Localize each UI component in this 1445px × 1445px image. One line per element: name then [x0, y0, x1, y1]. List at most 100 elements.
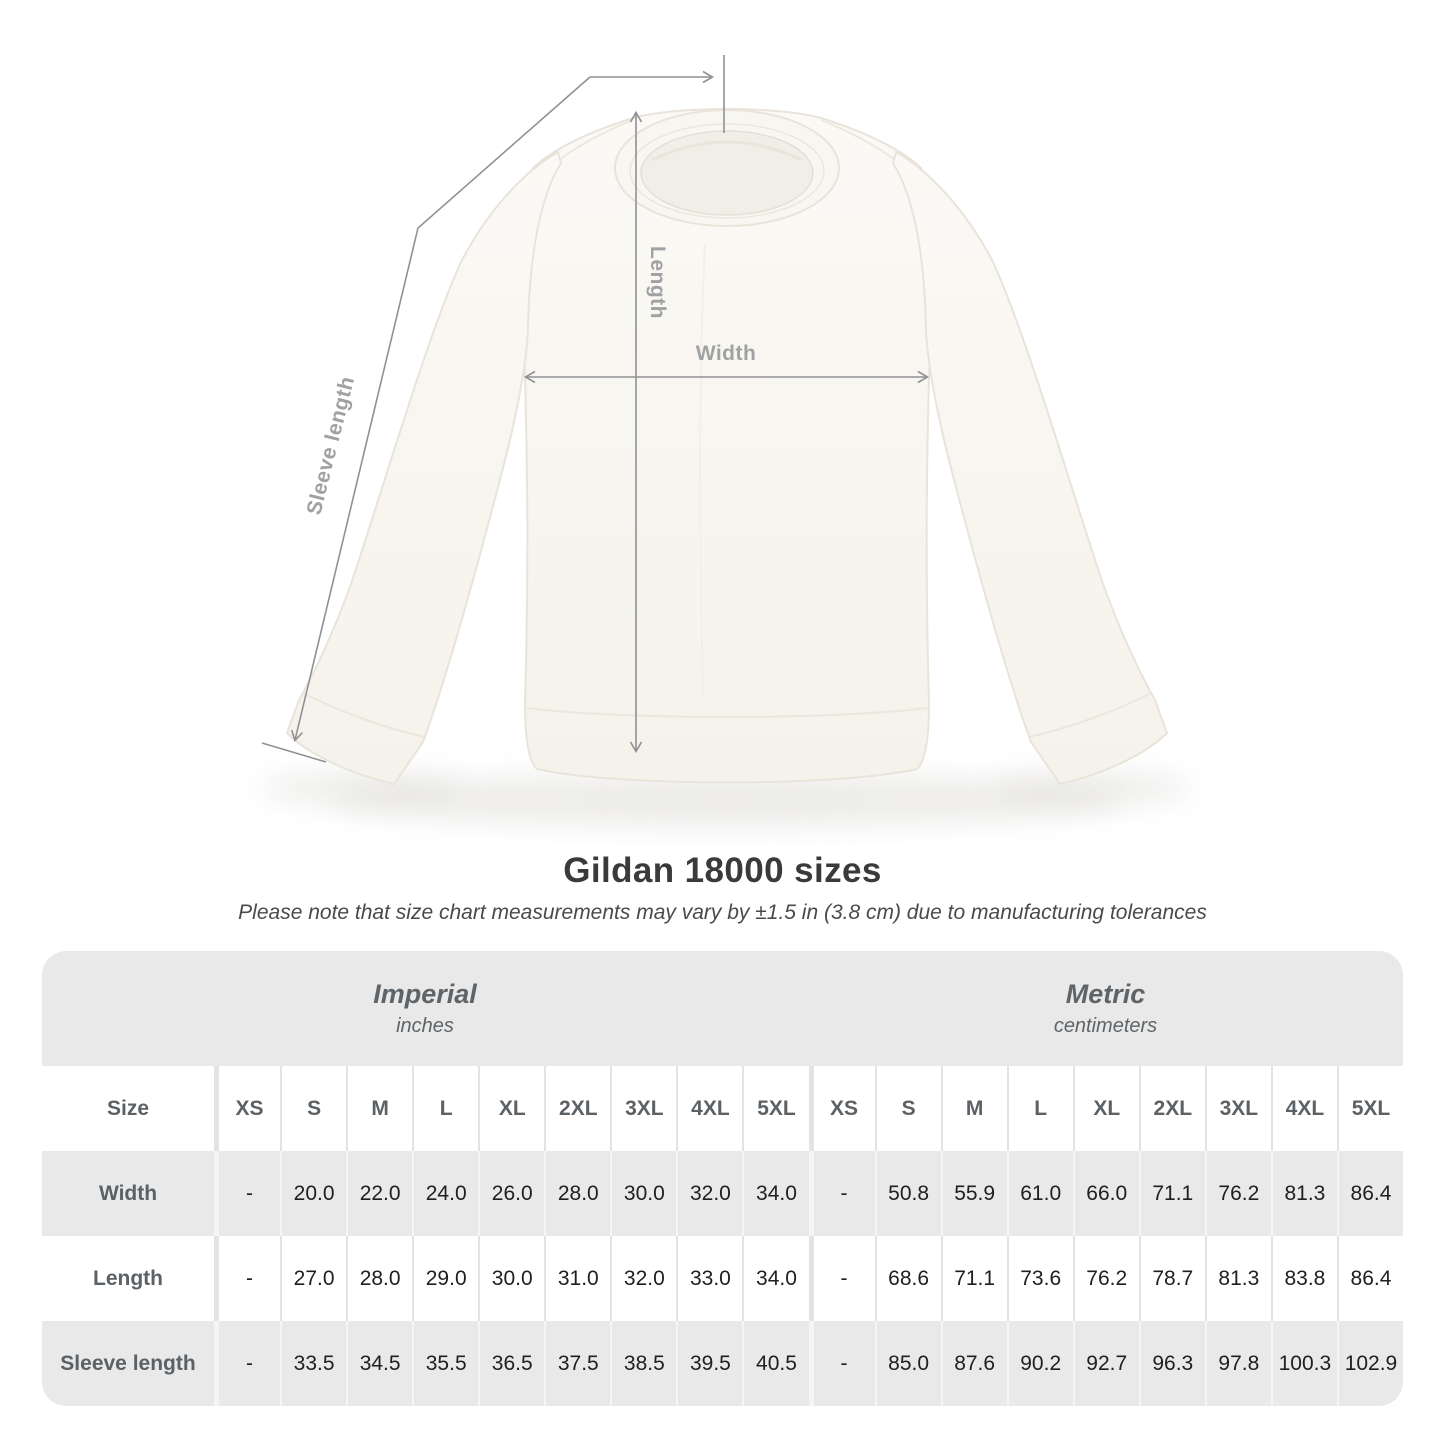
size-value-cell: 68.6 [874, 1236, 941, 1321]
size-header-row: Size XS S M L XL 2XL 3XL 4XL 5XL XS S M L XL 2XL 3XL 4XL 5… [42, 1066, 1403, 1151]
size-value-cell: 97.8 [1204, 1321, 1271, 1406]
size-column-header: Size [106, 1096, 150, 1120]
size-value-cell: 33.0 [676, 1236, 742, 1321]
measurement-row: Length -27.0 28.0 29.0 30.0 31.0 32.0 33.0 34.0-… [42, 1236, 1403, 1321]
size-value-cell: 36.5 [478, 1321, 544, 1406]
size-value-cell: 81.3 [1270, 1151, 1337, 1236]
right-shoulder-seam [820, 119, 896, 161]
size-value-cell: 83.8 [1270, 1236, 1337, 1321]
size-header-cell: 3XL [1204, 1066, 1271, 1151]
size-table: Imperial inches Metric centimeters Size X… [42, 951, 1403, 1406]
size-value-cell: - [214, 1151, 280, 1236]
size-value-cell: 22.0 [346, 1151, 412, 1236]
measurement-label: Sleeve length [60, 1351, 196, 1375]
imperial-header-title: Imperial [373, 979, 477, 1009]
left-sleeve [285, 150, 563, 786]
size-header-cell: L [412, 1066, 478, 1151]
width-annotation: Width [523, 342, 930, 384]
left-shoulder-seam [558, 119, 634, 161]
size-value-cell: 71.1 [1138, 1151, 1205, 1236]
size-value-cell: 32.0 [610, 1236, 676, 1321]
size-header-cell: 4XL [1270, 1066, 1337, 1151]
size-header-cell: 2XL [1138, 1066, 1205, 1151]
size-value-cell: 33.5 [280, 1321, 346, 1406]
size-value-cell: 38.5 [610, 1321, 676, 1406]
size-header-cell: XL [1072, 1066, 1139, 1151]
garment-shadow [327, 774, 1127, 826]
size-value-cell: 86.4 [1336, 1236, 1403, 1321]
size-value-cell: 81.3 [1204, 1236, 1271, 1321]
size-value-cell: 24.0 [412, 1151, 478, 1236]
sweatshirt-illustration [260, 108, 1194, 826]
size-value-cell: 26.0 [478, 1151, 544, 1236]
right-cuff-shadow [994, 772, 1194, 804]
metric-header-unit: centimeters [1053, 1015, 1158, 1037]
body-crease [699, 244, 706, 699]
size-value-cell: 29.0 [412, 1236, 478, 1321]
size-value-cell: 73.6 [1006, 1236, 1073, 1321]
size-header-cell: M [940, 1066, 1007, 1151]
size-value-cell: 102.9 [1336, 1321, 1403, 1406]
size-value-cell: 35.5 [412, 1321, 478, 1406]
length-label: Length [646, 246, 669, 319]
size-header-cell: 4XL [676, 1066, 742, 1151]
imperial-header: Imperial inches [42, 951, 808, 1066]
metric-header: Metric centimeters [808, 951, 1403, 1066]
sleeve-length-label: Sleeve length [303, 374, 360, 517]
size-value-cell: 100.3 [1270, 1321, 1337, 1406]
size-value-cell: 86.4 [1336, 1151, 1403, 1236]
size-value-cell: 34.0 [742, 1151, 808, 1236]
size-value-cell: 39.5 [676, 1321, 742, 1406]
size-value-cell: 31.0 [544, 1236, 610, 1321]
size-value-cell: - [214, 1236, 280, 1321]
size-value-cell: 78.7 [1138, 1236, 1205, 1321]
size-value-cell: 96.3 [1138, 1321, 1205, 1406]
measurement-row: Width -20.0 22.0 24.0 26.0 28.0 30.0 32.0 34.0-5… [42, 1151, 1403, 1236]
sleeve-measure-line [290, 76, 591, 743]
size-grid: Size XS S M L XL 2XL 3XL 4XL 5XL XS S M L XL 2XL 3XL 4XL 5… [42, 1066, 1403, 1406]
right-cuff-seam [1028, 692, 1152, 738]
size-value-cell: 40.5 [742, 1321, 808, 1406]
size-value-cell: 61.0 [1006, 1151, 1073, 1236]
measurement-label: Width [98, 1181, 158, 1205]
left-cuff-shadow [260, 772, 460, 804]
size-value-cell: - [808, 1151, 875, 1236]
size-header-cell: S [280, 1066, 346, 1151]
imperial-header-unit: inches [396, 1015, 454, 1037]
width-label: Width [696, 342, 757, 365]
size-value-cell: - [808, 1236, 875, 1321]
size-value-cell: 34.5 [346, 1321, 412, 1406]
size-value-cell: 50.8 [874, 1151, 941, 1236]
unit-system-band: Imperial inches Metric centimeters [42, 951, 1403, 1066]
size-value-cell: 85.0 [874, 1321, 941, 1406]
size-header-cell: XS [808, 1066, 875, 1151]
metric-header-title: Metric [1065, 979, 1146, 1009]
measurement-label: Length [93, 1266, 163, 1290]
size-value-cell: 71.1 [940, 1236, 1007, 1321]
collar-opening [640, 130, 814, 216]
size-header-cell: XS [214, 1066, 280, 1151]
left-cuff-seam [302, 692, 426, 738]
size-value-cell: 76.2 [1072, 1236, 1139, 1321]
size-value-cell: 30.0 [610, 1151, 676, 1236]
size-header-cell: XL [478, 1066, 544, 1151]
size-header-cell: 5XL [742, 1066, 808, 1151]
hem-rib-seam [526, 707, 928, 718]
size-header-cell: 2XL [544, 1066, 610, 1151]
size-header-cell: S [874, 1066, 941, 1151]
size-value-cell: 34.0 [742, 1236, 808, 1321]
sweatshirt-diagram: Length Width Sleeve length [260, 55, 1194, 826]
size-value-cell: 32.0 [676, 1151, 742, 1236]
size-value-cell: 37.5 [544, 1321, 610, 1406]
cuff-reference-tick [261, 742, 327, 763]
size-value-cell: 87.6 [940, 1321, 1007, 1406]
size-value-cell: 20.0 [280, 1151, 346, 1236]
size-value-cell: 92.7 [1072, 1321, 1139, 1406]
size-value-cell: 28.0 [346, 1236, 412, 1321]
size-header-cell: L [1006, 1066, 1073, 1151]
right-sleeve [891, 150, 1169, 786]
tolerance-note: Please note that size chart measurements… [238, 901, 1207, 924]
size-value-cell: 66.0 [1072, 1151, 1139, 1236]
size-header-cell: 3XL [610, 1066, 676, 1151]
